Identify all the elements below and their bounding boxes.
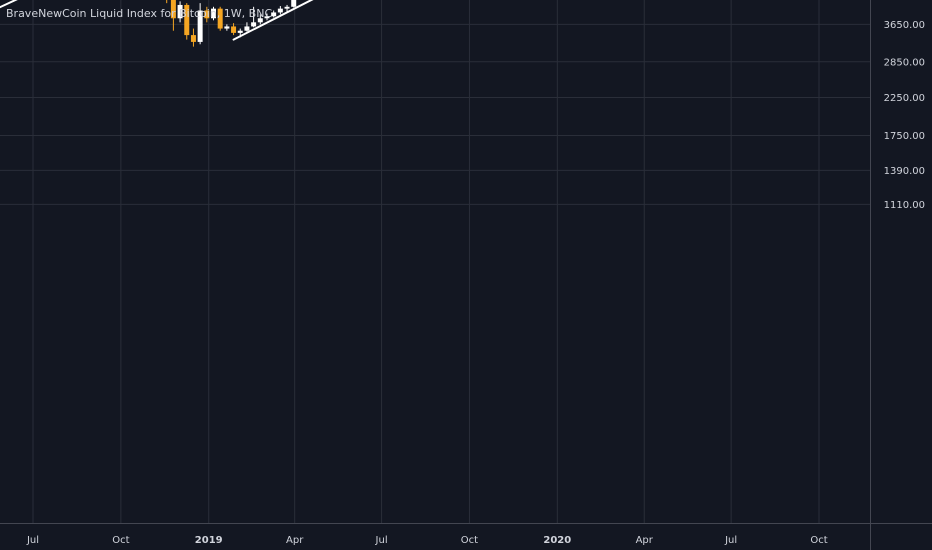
support-line: [232, 0, 314, 41]
candle-body: [231, 26, 237, 33]
time-tick: 2020: [543, 535, 571, 546]
price-tick: 1110.00: [884, 200, 925, 211]
candle-body: [211, 8, 217, 19]
candles: [166, 0, 297, 47]
candle-body: [217, 8, 223, 29]
candle-body: [177, 4, 183, 19]
time-tick: Jul: [724, 535, 737, 546]
price-ticks: 95000.0075000.0059000.0047000.0037000.00…: [884, 20, 925, 211]
candle-body: [184, 4, 190, 36]
time-tick: Jul: [375, 535, 388, 546]
candle-body: [291, 0, 297, 7]
time-tick: Oct: [810, 535, 827, 546]
candle-body: [277, 8, 283, 13]
price-tick: 1390.00: [884, 166, 925, 177]
price-tick: 3650.00: [884, 20, 925, 31]
candle-body: [284, 6, 290, 9]
candle-body: [251, 22, 257, 27]
time-tick: Apr: [286, 535, 304, 546]
candle-body: [170, 0, 176, 19]
time-tick: Oct: [461, 535, 478, 546]
candle-body: [197, 10, 203, 42]
time-tick: 2019: [195, 535, 223, 546]
time-axis[interactable]: Jul Oct 2019 Apr Jul Oct 2020 Apr Jul Oct: [0, 523, 932, 547]
price-tick: 2250.00: [884, 93, 925, 104]
time-tick: Jul: [26, 535, 39, 546]
price-tick: 2850.00: [884, 57, 925, 68]
candle-body: [190, 35, 196, 42]
candle-body: [257, 18, 263, 23]
candle-body: [224, 26, 230, 29]
candle-body: [271, 12, 277, 17]
chart-title: BraveNewCoin Liquid Index for Bitcoin, 1…: [6, 7, 272, 20]
candle-body: [204, 10, 210, 19]
time-tick: Apr: [636, 535, 654, 546]
grid: [0, 0, 870, 523]
channel-lines: [0, 0, 314, 41]
price-tick: 1750.00: [884, 131, 925, 142]
candle-body: [237, 30, 243, 33]
candle-body: [244, 26, 250, 31]
price-axis[interactable]: [870, 0, 932, 550]
time-tick: Oct: [112, 535, 129, 546]
candle-body: [264, 16, 270, 19]
price-axis-bg: [870, 0, 932, 550]
